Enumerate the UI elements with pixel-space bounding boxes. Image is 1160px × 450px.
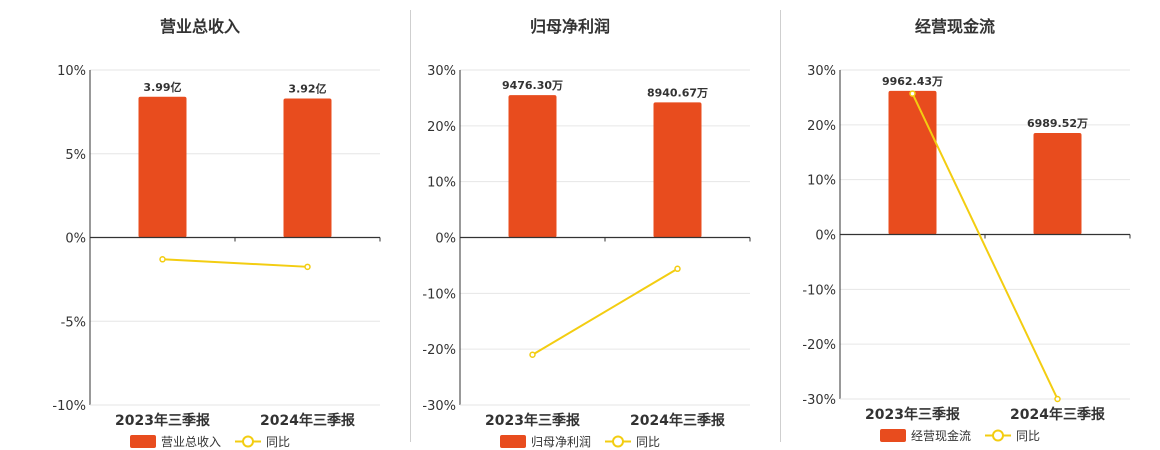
chart-title: 归母净利润 — [529, 17, 610, 36]
yoy-point — [304, 263, 311, 271]
yoy-line — [162, 258, 308, 268]
chart-svg-net-profit: 30% 20% 10% 0% -10% -20% -30% 9476.30万 8940.67万 2… — [422, 64, 751, 449]
chart-title: 营业总收入 — [159, 17, 240, 36]
bar-value-label: 6989.52万 — [1027, 117, 1088, 130]
legend-label-bar: 营业总收入 — [161, 435, 221, 449]
bar — [1033, 133, 1082, 235]
y-tick-label: -30% — [422, 399, 456, 414]
chart-svg-revenue: 10% 5% 0% -5% -10% 3.99亿 3.92亿 2023年三季报 2024年三季报… — [52, 64, 381, 449]
y-tick-label: 5% — [65, 148, 86, 163]
legend-swatch-bar — [500, 435, 526, 448]
y-tick-label: 10% — [807, 174, 836, 189]
yoy-point — [674, 265, 681, 273]
bar — [653, 102, 702, 238]
legend-swatch-bar — [880, 429, 906, 442]
x-category-label: 2023年三季报 — [115, 412, 210, 429]
x-category-label: 2024年三季报 — [630, 412, 725, 429]
yoy-line — [531, 267, 679, 356]
bar-value-label: 3.99亿 — [143, 80, 181, 94]
legend-swatch-bar — [130, 435, 156, 448]
legend-label-line: 同比 — [266, 435, 290, 449]
yoy-point — [529, 351, 536, 358]
y-tick-label: 10% — [427, 176, 456, 191]
y-tick-label: 20% — [427, 120, 456, 135]
bar — [283, 98, 332, 238]
chart-title: 经营现金流 — [914, 17, 995, 36]
bar — [138, 96, 187, 238]
y-tick-label: -20% — [422, 343, 456, 358]
legend-swatch-marker — [992, 429, 1004, 442]
y-tick-label: -20% — [802, 338, 836, 353]
y-tick-label: -10% — [52, 399, 86, 414]
y-tick-label: -30% — [802, 393, 836, 408]
bar — [888, 90, 937, 235]
x-category-label: 2023年三季报 — [865, 406, 960, 423]
panel-divider — [410, 10, 411, 442]
legend-label-line: 同比 — [636, 435, 660, 449]
bar-value-label: 9962.43万 — [882, 75, 943, 88]
yoy-point — [909, 90, 916, 97]
x-category-label: 2023年三季报 — [485, 412, 580, 429]
yoy-point — [159, 256, 166, 263]
bar — [508, 95, 557, 238]
y-tick-label: -5% — [61, 315, 86, 330]
y-tick-label: 0% — [65, 232, 86, 247]
y-tick-label: -10% — [802, 283, 836, 298]
x-category-label: 2024年三季报 — [260, 412, 355, 429]
legend-swatch-marker — [242, 435, 254, 448]
y-tick-label: 20% — [807, 119, 836, 134]
legend-swatch-marker — [612, 435, 624, 448]
legend-label-bar: 经营现金流 — [911, 428, 971, 443]
y-tick-label: 30% — [427, 64, 456, 79]
y-tick-label: 10% — [57, 64, 86, 79]
bar-value-label: 3.92亿 — [288, 81, 326, 95]
chart-panel-revenue: 营业总收入 10% 5% 0% -5% -10% 3.99亿 3.92亿 2023年三季报 20… — [0, 0, 400, 450]
panel-divider — [780, 10, 781, 442]
y-tick-label: 0% — [815, 229, 836, 244]
chart-panel-cash-flow: 经营现金流 30% 20% 10% 0% -10% -20% -30% 9962.43万 698… — [750, 0, 1160, 450]
bar-value-label: 9476.30万 — [502, 79, 563, 92]
chart-panel-net-profit: 归母净利润 30% 20% 10% 0% -10% -20% -30% 9476.30万 894… — [370, 0, 770, 450]
x-category-label: 2024年三季报 — [1010, 406, 1105, 423]
yoy-point — [1054, 395, 1061, 403]
chart-svg-cash-flow: 30% 20% 10% 0% -10% -20% -30% 9962.43万 6989.52万 2… — [802, 64, 1131, 443]
y-tick-label: -10% — [422, 287, 456, 302]
yoy-line — [911, 93, 1059, 400]
y-tick-label: 0% — [435, 232, 456, 247]
legend-label-bar: 归母净利润 — [531, 435, 591, 449]
y-tick-label: 30% — [807, 64, 836, 79]
bar-value-label: 8940.67万 — [647, 86, 708, 99]
legend-label-line: 同比 — [1016, 429, 1040, 443]
